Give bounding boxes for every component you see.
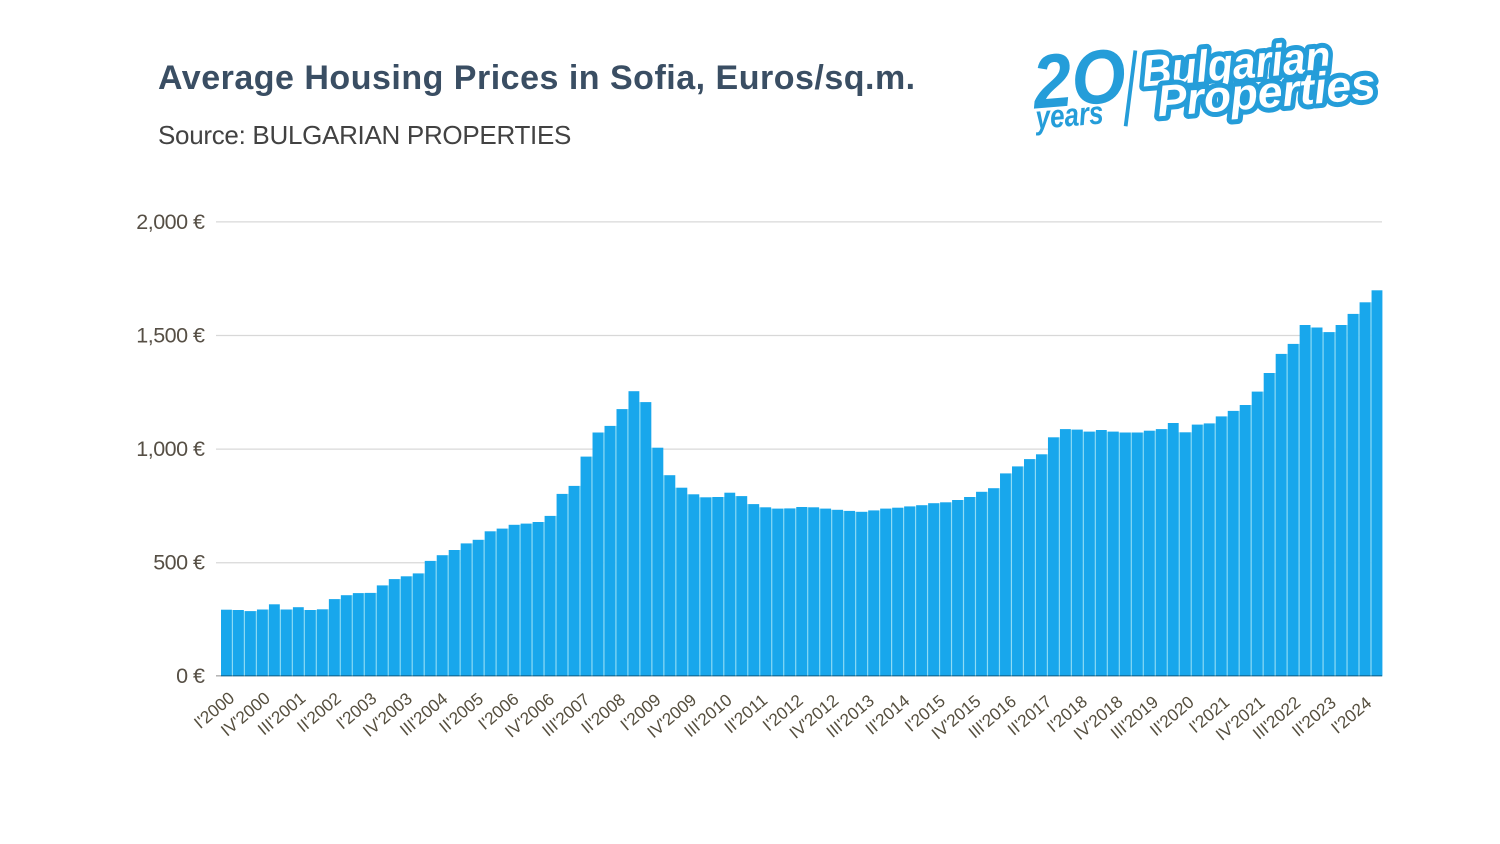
- svg-text:Average Housing Prices in Sofi: Average Housing Prices in Sofia, Euros/s…: [158, 59, 916, 97]
- svg-text:years: years: [1032, 94, 1104, 136]
- svg-text:Source: BULGARIAN PROPERTIES: Source: BULGARIAN PROPERTIES: [158, 120, 571, 150]
- svg-text:500 €: 500 €: [153, 551, 205, 575]
- svg-text:2,000 €: 2,000 €: [136, 210, 205, 234]
- svg-text:1,500 €: 1,500 €: [136, 323, 205, 347]
- svg-text:0 €: 0 €: [176, 664, 205, 688]
- svg-text:1,000 €: 1,000 €: [136, 437, 205, 461]
- svg-text:2O: 2O: [1028, 33, 1129, 125]
